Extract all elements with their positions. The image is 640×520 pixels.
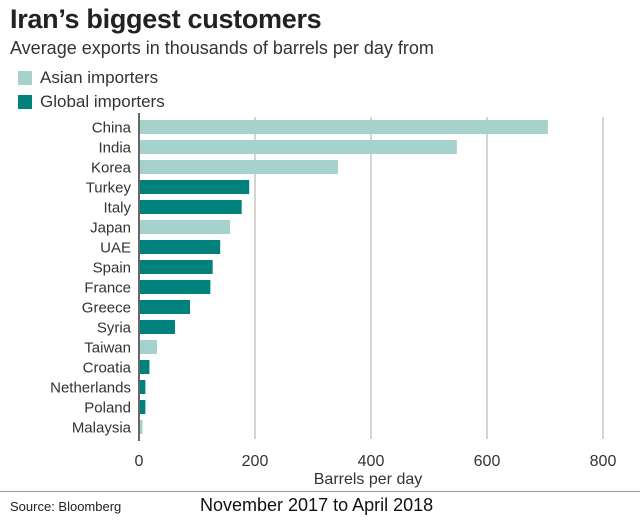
category-label-croatia: Croatia xyxy=(83,360,132,377)
category-label-korea: Korea xyxy=(91,160,132,177)
bar-turkey xyxy=(140,180,250,194)
x-tick-label-800: 800 xyxy=(590,453,617,470)
category-label-china: China xyxy=(92,120,132,137)
legend-label-asian: Asian importers xyxy=(40,68,159,87)
category-label-syria: Syria xyxy=(97,320,132,337)
category-label-spain: Spain xyxy=(93,260,131,277)
x-axis-title: Barrels per day xyxy=(314,471,423,488)
category-label-india: India xyxy=(98,140,131,157)
legend-item-global: Global importers xyxy=(18,90,165,114)
bar-japan xyxy=(140,220,231,234)
bar-malaysia xyxy=(140,420,143,434)
category-label-turkey: Turkey xyxy=(86,180,132,197)
bar-spain xyxy=(140,260,213,274)
legend-label-global: Global importers xyxy=(40,92,165,111)
bar-taiwan xyxy=(140,340,157,354)
category-label-greece: Greece xyxy=(82,300,131,317)
chart-subtitle: Average exports in thousands of barrels … xyxy=(10,38,434,58)
source-note: Source: Bloomberg xyxy=(10,499,122,514)
bar-poland xyxy=(140,400,146,414)
category-label-italy: Italy xyxy=(103,200,131,217)
category-label-netherlands: Netherlands xyxy=(50,380,131,397)
footer-divider xyxy=(0,491,640,492)
legend: Asian importers Global importers xyxy=(18,66,165,114)
chart-title: Iran’s biggest customers xyxy=(10,4,322,34)
x-tick-label-200: 200 xyxy=(242,453,269,470)
x-tick-label-400: 400 xyxy=(358,453,385,470)
bar-korea xyxy=(140,160,338,174)
date-range-note: November 2017 to April 2018 xyxy=(200,495,434,515)
bar-syria xyxy=(140,320,175,334)
bar-chart: China India Korea Turkey Italy Japan UAE Spain F… xyxy=(50,113,617,488)
legend-item-asian: Asian importers xyxy=(18,66,165,90)
bar-greece xyxy=(140,300,191,314)
category-label-japan: Japan xyxy=(90,220,131,237)
category-label-taiwan: Taiwan xyxy=(84,340,131,357)
bar-uae xyxy=(140,240,221,254)
category-label-poland: Poland xyxy=(84,400,131,417)
bar-china xyxy=(140,120,548,134)
bar-india xyxy=(140,140,457,154)
x-tick-label-0: 0 xyxy=(135,453,144,470)
bar-italy xyxy=(140,200,242,214)
bar-croatia xyxy=(140,360,150,374)
legend-swatch-global xyxy=(18,95,32,109)
category-label-malaysia: Malaysia xyxy=(72,420,132,437)
bar-france xyxy=(140,280,211,294)
bar-netherlands xyxy=(140,380,146,394)
category-label-uae: UAE xyxy=(100,240,131,257)
x-tick-label-600: 600 xyxy=(474,453,501,470)
legend-swatch-asian xyxy=(18,71,32,85)
category-label-france: France xyxy=(84,280,131,297)
